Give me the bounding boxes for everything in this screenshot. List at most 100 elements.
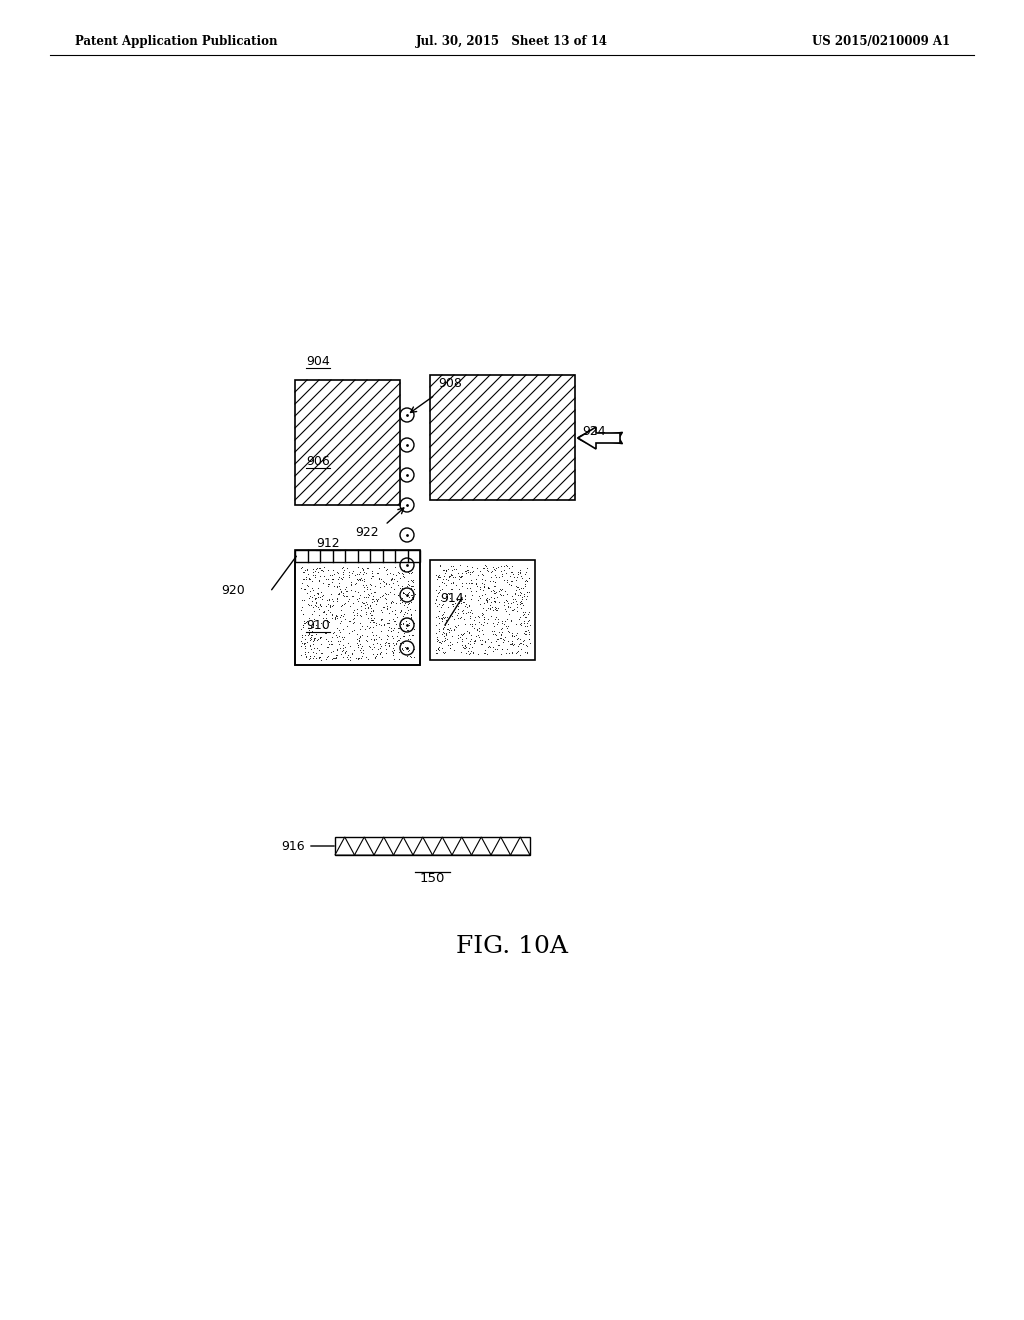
Point [400,582,417,603]
Point [451,568,467,589]
Point [427,614,443,635]
Point [504,561,520,582]
Point [370,589,386,610]
Point [311,628,328,649]
Point [436,607,453,628]
Point [454,624,470,645]
Point [364,610,380,631]
Point [498,589,514,610]
Point [390,622,407,643]
Point [300,564,316,585]
Point [431,612,447,634]
Point [403,576,420,597]
Point [365,601,381,622]
Point [494,618,510,639]
Point [306,609,323,630]
Point [474,569,490,590]
Point [458,636,474,657]
Point [299,610,315,631]
Point [369,632,385,653]
Point [507,589,523,610]
Point [338,576,354,597]
Point [440,570,457,591]
Point [353,595,370,616]
Point [488,599,505,620]
Point [514,594,530,615]
Point [440,597,457,618]
Point [335,639,351,660]
Point [442,632,459,653]
Point [338,642,354,663]
Point [364,582,380,603]
Point [499,618,515,639]
Point [334,594,350,615]
Point [323,634,339,655]
Point [443,578,460,599]
Point [481,635,498,656]
Point [364,589,380,610]
Point [403,647,420,668]
Point [341,564,357,585]
Point [470,565,486,586]
Point [307,558,324,579]
Point [366,611,382,632]
Point [504,642,520,663]
Point [454,624,470,645]
Point [379,612,395,634]
Point [297,635,313,656]
Point [406,587,422,609]
Point [366,628,382,649]
Point [502,566,518,587]
Point [315,616,332,638]
Point [296,561,312,582]
Point [298,645,314,667]
Point [373,635,389,656]
Point [302,627,318,648]
Point [439,582,456,603]
Point [380,632,396,653]
Point [406,578,422,599]
Point [459,556,475,577]
Point [329,587,345,609]
Point [384,569,400,590]
Point [513,639,529,660]
Point [352,612,369,634]
Point [463,569,479,590]
Point [326,576,342,597]
Point [359,594,376,615]
Point [367,582,383,603]
Point [461,622,477,643]
Point [490,566,507,587]
Point [312,627,329,648]
Point [381,612,397,634]
Point [382,562,398,583]
Point [392,601,409,622]
Point [369,614,385,635]
Point [515,634,531,655]
Point [428,589,444,610]
Point [517,607,534,628]
Point [331,619,347,640]
Point [376,576,392,597]
Point [430,601,446,622]
Point [510,585,526,606]
Point [476,643,493,664]
Point [446,566,463,587]
Point [357,602,374,623]
Point [365,634,381,655]
Point [316,601,333,622]
Point [386,578,402,599]
Point [471,611,487,632]
Point [319,610,336,631]
Point [496,570,512,591]
Point [380,612,396,634]
Point [338,586,354,607]
Point [341,649,357,671]
Point [443,560,460,581]
Point [464,614,480,635]
Point [493,561,509,582]
Point [516,642,532,663]
Point [435,618,452,639]
Point [366,628,382,649]
Point [349,569,366,590]
